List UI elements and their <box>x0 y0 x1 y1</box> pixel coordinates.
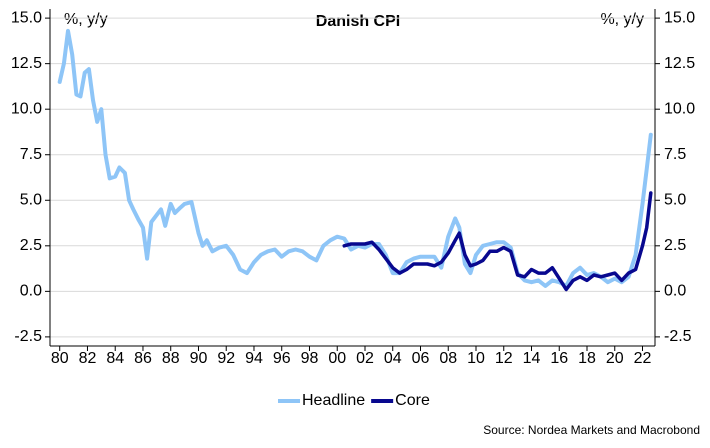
y2-tick-label: 7.5 <box>664 146 686 163</box>
y-tick-label: 15.0 <box>11 9 42 26</box>
y2-tick-label: 5.0 <box>664 191 686 208</box>
y-tick-label: 10.0 <box>11 100 42 117</box>
y2-tick-label: 2.5 <box>664 237 686 254</box>
series-line <box>342 191 653 292</box>
y-tick-label: 7.5 <box>20 146 42 163</box>
x-tick-label: 08 <box>439 350 457 367</box>
x-tick-label: 18 <box>578 350 596 367</box>
x-tick-label: 10 <box>467 350 485 367</box>
source-note: Source: Nordea Markets and Macrobond <box>483 423 700 437</box>
y-tick-label: 5.0 <box>20 191 42 208</box>
y2-tick-label: 10.0 <box>664 100 695 117</box>
x-tick-label: 94 <box>245 350 263 367</box>
y-tick-label: 0.0 <box>20 283 42 300</box>
x-tick-label: 90 <box>190 350 208 367</box>
chart-title: Danish CPI <box>316 13 400 30</box>
y-tick-label: 12.5 <box>11 55 42 72</box>
x-tick-label: 92 <box>217 350 235 367</box>
y-tick-label: -2.5 <box>14 328 42 345</box>
series-line <box>57 28 653 288</box>
y2-axis-label: %, y/y <box>600 11 644 28</box>
x-tick-label: 80 <box>51 350 69 367</box>
x-tick-label: 22 <box>634 350 652 367</box>
x-tick-label: 82 <box>79 350 97 367</box>
y2-tick-label: 0.0 <box>664 283 686 300</box>
x-tick-label: 14 <box>523 350 541 367</box>
x-tick-label: 86 <box>134 350 152 367</box>
x-tick-label: 02 <box>356 350 374 367</box>
legend-label: Headline <box>302 392 365 409</box>
x-tick-label: 06 <box>412 350 430 367</box>
y2-tick-label: 15.0 <box>664 9 695 26</box>
y-tick-label: 2.5 <box>20 237 42 254</box>
y2-tick-label: -2.5 <box>664 328 692 345</box>
y2-tick-label: 12.5 <box>664 55 695 72</box>
x-tick-label: 20 <box>606 350 624 367</box>
x-tick-label: 96 <box>273 350 291 367</box>
y-axis-label: %, y/y <box>64 11 108 28</box>
x-tick-label: 04 <box>384 350 402 367</box>
x-tick-label: 84 <box>106 350 124 367</box>
x-tick-label: 16 <box>550 350 568 367</box>
x-tick-label: 88 <box>162 350 180 367</box>
x-tick-label: 00 <box>328 350 346 367</box>
x-tick-label: 12 <box>495 350 513 367</box>
x-tick-label: 98 <box>301 350 319 367</box>
legend-label: Core <box>395 392 430 409</box>
